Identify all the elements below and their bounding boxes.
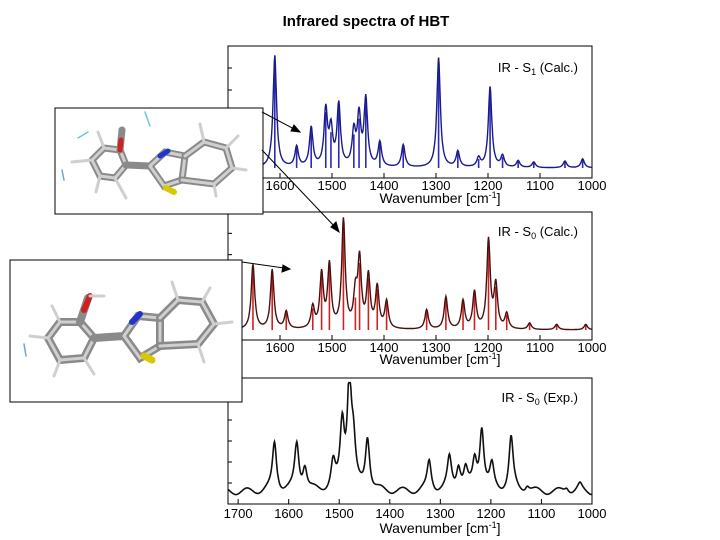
- x-tick-label: 1000: [578, 340, 607, 355]
- x-tick-label: 1200: [476, 506, 505, 521]
- x-tick-label: 1300: [422, 178, 451, 193]
- arrow-line: [261, 111, 297, 131]
- spectra-panels: 1600 1500 1400 1300 1200 1100 1000 IR - S1 (Cal…: [224, 45, 607, 536]
- x-tick-label: 1000: [578, 506, 607, 521]
- x-tick-label: 1500: [318, 178, 347, 193]
- arrow-line: [241, 261, 285, 269]
- spectrum-panel-3: 1700 1600 1500 1400 1300 1200 1100 1000 IR - S0 …: [224, 377, 607, 536]
- figure-title: Infrared spectra of HBT: [283, 13, 450, 30]
- spectrum-panel-2: 1600 1500 1400 1300 1200 1100 1000 IR - S0 (Cal…: [227, 211, 607, 367]
- arrow-head: [281, 264, 292, 273]
- panel-label: IR - S1 (Calc.): [498, 60, 578, 77]
- spectrum-line: [228, 217, 593, 331]
- x-tick-label: 1300: [422, 340, 451, 355]
- x-tick-label: 1600: [266, 340, 295, 355]
- x-tick-label: 1000: [578, 178, 607, 193]
- x-tick-label: 1200: [474, 178, 503, 193]
- panel-label: IR - S0 (Exp.): [501, 390, 578, 407]
- molecule-inset-s0: [9, 259, 243, 403]
- x-tick-label: 1500: [318, 340, 347, 355]
- x-tick-label: 1400: [375, 506, 404, 521]
- x-tick-label: 1600: [274, 506, 303, 521]
- panel-label: IR - S0 (Calc.): [498, 224, 578, 241]
- x-tick-label: 1600: [266, 178, 295, 193]
- x-tick-label: 1400: [370, 340, 399, 355]
- x-axis-label: Wavenumber [cm-1]: [379, 520, 500, 536]
- arrow-head: [330, 221, 340, 234]
- molecule-inset-s1: [54, 107, 264, 215]
- arrow-head: [290, 124, 302, 133]
- x-tick-label: 1200: [474, 340, 503, 355]
- x-axis-label: Wavenumber [cm-1]: [379, 351, 500, 367]
- spectrum-line: [228, 55, 592, 169]
- x-tick-label: 1100: [526, 178, 554, 193]
- x-tick-label: 1300: [426, 506, 455, 521]
- x-tick-label: 1100: [526, 340, 554, 355]
- molecule-structure-s0: [23, 280, 234, 378]
- molecule-structure-s1: [61, 111, 248, 200]
- x-tick-label: 1700: [224, 506, 253, 521]
- spectrum-panel-1: 1600 1500 1400 1300 1200 1100 1000 IR - S1 (Cal…: [227, 45, 607, 206]
- arrow-line: [261, 149, 337, 229]
- x-axis-label: Wavenumber [cm-1]: [379, 190, 500, 206]
- x-tick-label: 1400: [370, 178, 399, 193]
- annotation-arrows: [241, 111, 340, 273]
- spectrum-line: [227, 381, 592, 496]
- x-tick-label: 1500: [325, 506, 354, 521]
- x-tick-label: 1100: [527, 506, 555, 521]
